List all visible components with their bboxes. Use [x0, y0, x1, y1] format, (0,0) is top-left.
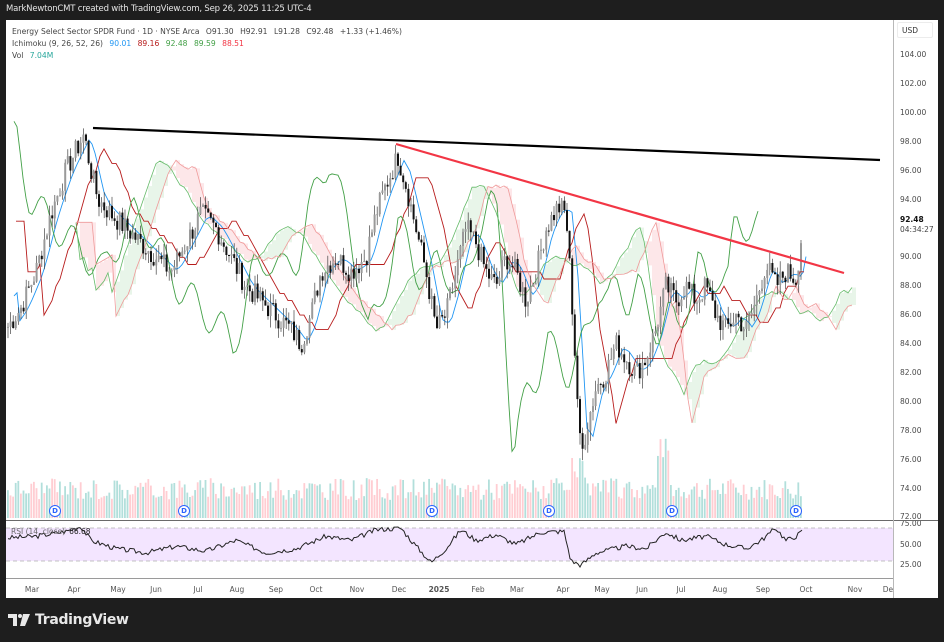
bar-countdown: 04:34:27 [900, 225, 934, 235]
time-label: Mar [509, 585, 525, 594]
black-resistance-trendline [92, 126, 881, 162]
axis-pane-separator [894, 520, 938, 521]
open-value: O91.30 [205, 27, 234, 36]
time-label: Jul [676, 585, 686, 594]
price-tick: 82.00 [900, 367, 922, 377]
price-tick: 80.00 [900, 396, 922, 406]
ichimoku-label[interactable]: Ichimoku (9, 26, 52, 26) [12, 39, 103, 48]
volume-value: 7.04M [29, 51, 54, 60]
tradingview-logo: TradingView [8, 612, 129, 628]
time-label: Jun [150, 585, 162, 594]
rsi-tick: 25.00 [900, 560, 922, 570]
price-tick: 74.00 [900, 483, 922, 493]
price-chart[interactable] [6, 20, 893, 598]
ichimoku-lagging: 92.48 [165, 39, 188, 48]
time-label: Apr [67, 585, 81, 594]
chart-legend: Energy Select Sector SPDR Fund · 1D · NY… [12, 26, 406, 62]
time-label: Oct [309, 585, 323, 594]
ichimoku-cloud [76, 160, 856, 423]
dividend-marker-icon[interactable]: D [666, 505, 678, 517]
dividend-marker-icon[interactable]: D [426, 505, 438, 517]
time-label: Aug [712, 585, 728, 594]
ichimoku-lead-a: 89.59 [193, 39, 216, 48]
price-tick: 96.00 [900, 165, 922, 175]
senkou-a-line [75, 160, 853, 396]
rsi-label-text: RSI (14, close) [11, 527, 66, 536]
dividend-marker-icon[interactable]: D [543, 505, 555, 517]
time-label: Nov [847, 585, 863, 594]
price-tick: 102.00 [900, 78, 927, 88]
low-value: L91.28 [273, 27, 300, 36]
ichimoku-legend-row: Ichimoku (9, 26, 52, 26) 90.01 89.16 92.… [12, 38, 406, 50]
top-bar: MarkNewtonCMT created with TradingView.c… [0, 0, 944, 20]
time-label: May [110, 585, 126, 594]
time-label: Jul [193, 585, 203, 594]
price-tick: 86.00 [900, 310, 922, 320]
currency-label[interactable]: USD [897, 22, 933, 38]
chart-plot-area[interactable] [6, 20, 893, 598]
high-value: H92.91 [240, 27, 268, 36]
price-tick: 98.00 [900, 136, 922, 146]
volume-bars [7, 438, 802, 518]
time-label: Nov [349, 585, 365, 594]
time-label: Apr [556, 585, 570, 594]
change-value: +1.33 (+1.46%) [339, 27, 402, 36]
rsi-line [7, 526, 803, 568]
red-descending-trendline [395, 142, 845, 275]
dividend-marker-icon[interactable]: D [790, 505, 802, 517]
rsi-value: 66.68 [69, 527, 91, 536]
time-label: Jun [636, 585, 648, 594]
price-axis[interactable]: USD 104.00 102.00 100.00 98.00 96.00 94.00 90.… [893, 20, 938, 598]
chart-credit: MarkNewtonCMT created with TradingView.c… [6, 4, 312, 14]
volume-legend-row: Vol 7.04M [12, 50, 406, 62]
tenkan-line [13, 139, 807, 438]
ichimoku-conversion: 90.01 [109, 39, 132, 48]
candles [7, 128, 802, 461]
brand-name: TradingView [35, 612, 129, 628]
time-label: Feb [471, 585, 485, 594]
kijun-line [16, 147, 804, 424]
rsi-tick: 50.00 [900, 539, 922, 549]
price-tick: 78.00 [900, 425, 922, 435]
symbol-legend-row: Energy Select Sector SPDR Fund · 1D · NY… [12, 26, 406, 38]
last-price-label: 92.48 [900, 215, 924, 225]
price-tick: 72.00 [900, 512, 922, 522]
rsi-band [6, 528, 893, 561]
price-tick: 100.00 [900, 107, 927, 117]
time-label: Mar [24, 585, 40, 594]
time-label: Sep [268, 585, 284, 594]
ichimoku-lines [13, 121, 853, 453]
volume-label[interactable]: Vol [12, 51, 24, 60]
time-label: Sep [755, 585, 771, 594]
ichimoku-lead-b: 88.51 [222, 39, 244, 48]
close-value: C92.48 [306, 27, 334, 36]
price-tick: 84.00 [900, 339, 922, 348]
time-label: May [594, 585, 610, 594]
time-axis[interactable]: Mar Apr May Jun Jul Aug Sep Oct Nov Dec 2025 Feb Mar… [6, 578, 897, 599]
price-tick: 104.00 [900, 50, 927, 59]
price-tick: 94.00 [900, 194, 922, 204]
dividend-marker-icon[interactable]: D [49, 505, 61, 517]
symbol-name[interactable]: Energy Select Sector SPDR Fund · 1D · NY… [12, 27, 200, 36]
time-label: 2025 [428, 585, 450, 594]
price-tick: 76.00 [900, 454, 922, 464]
time-label: Dec [391, 585, 407, 594]
rsi-pane-separator[interactable] [6, 520, 937, 521]
time-label: Oct [799, 585, 813, 594]
chart-frame: Energy Select Sector SPDR Fund · 1D · NY… [6, 20, 938, 599]
rsi-tick: 75.00 [900, 518, 922, 528]
ichimoku-base: 89.16 [137, 39, 160, 48]
tradingview-logo-icon [8, 614, 30, 626]
price-tick: 88.00 [900, 281, 922, 291]
dividend-marker-icon[interactable]: D [178, 505, 190, 517]
time-label: Dec [882, 585, 898, 594]
rsi-legend[interactable]: RSI (14, close) 66.68 [11, 527, 91, 536]
time-label: Aug [229, 585, 245, 594]
chikou-line [13, 121, 759, 453]
price-tick: 90.00 [900, 252, 922, 262]
